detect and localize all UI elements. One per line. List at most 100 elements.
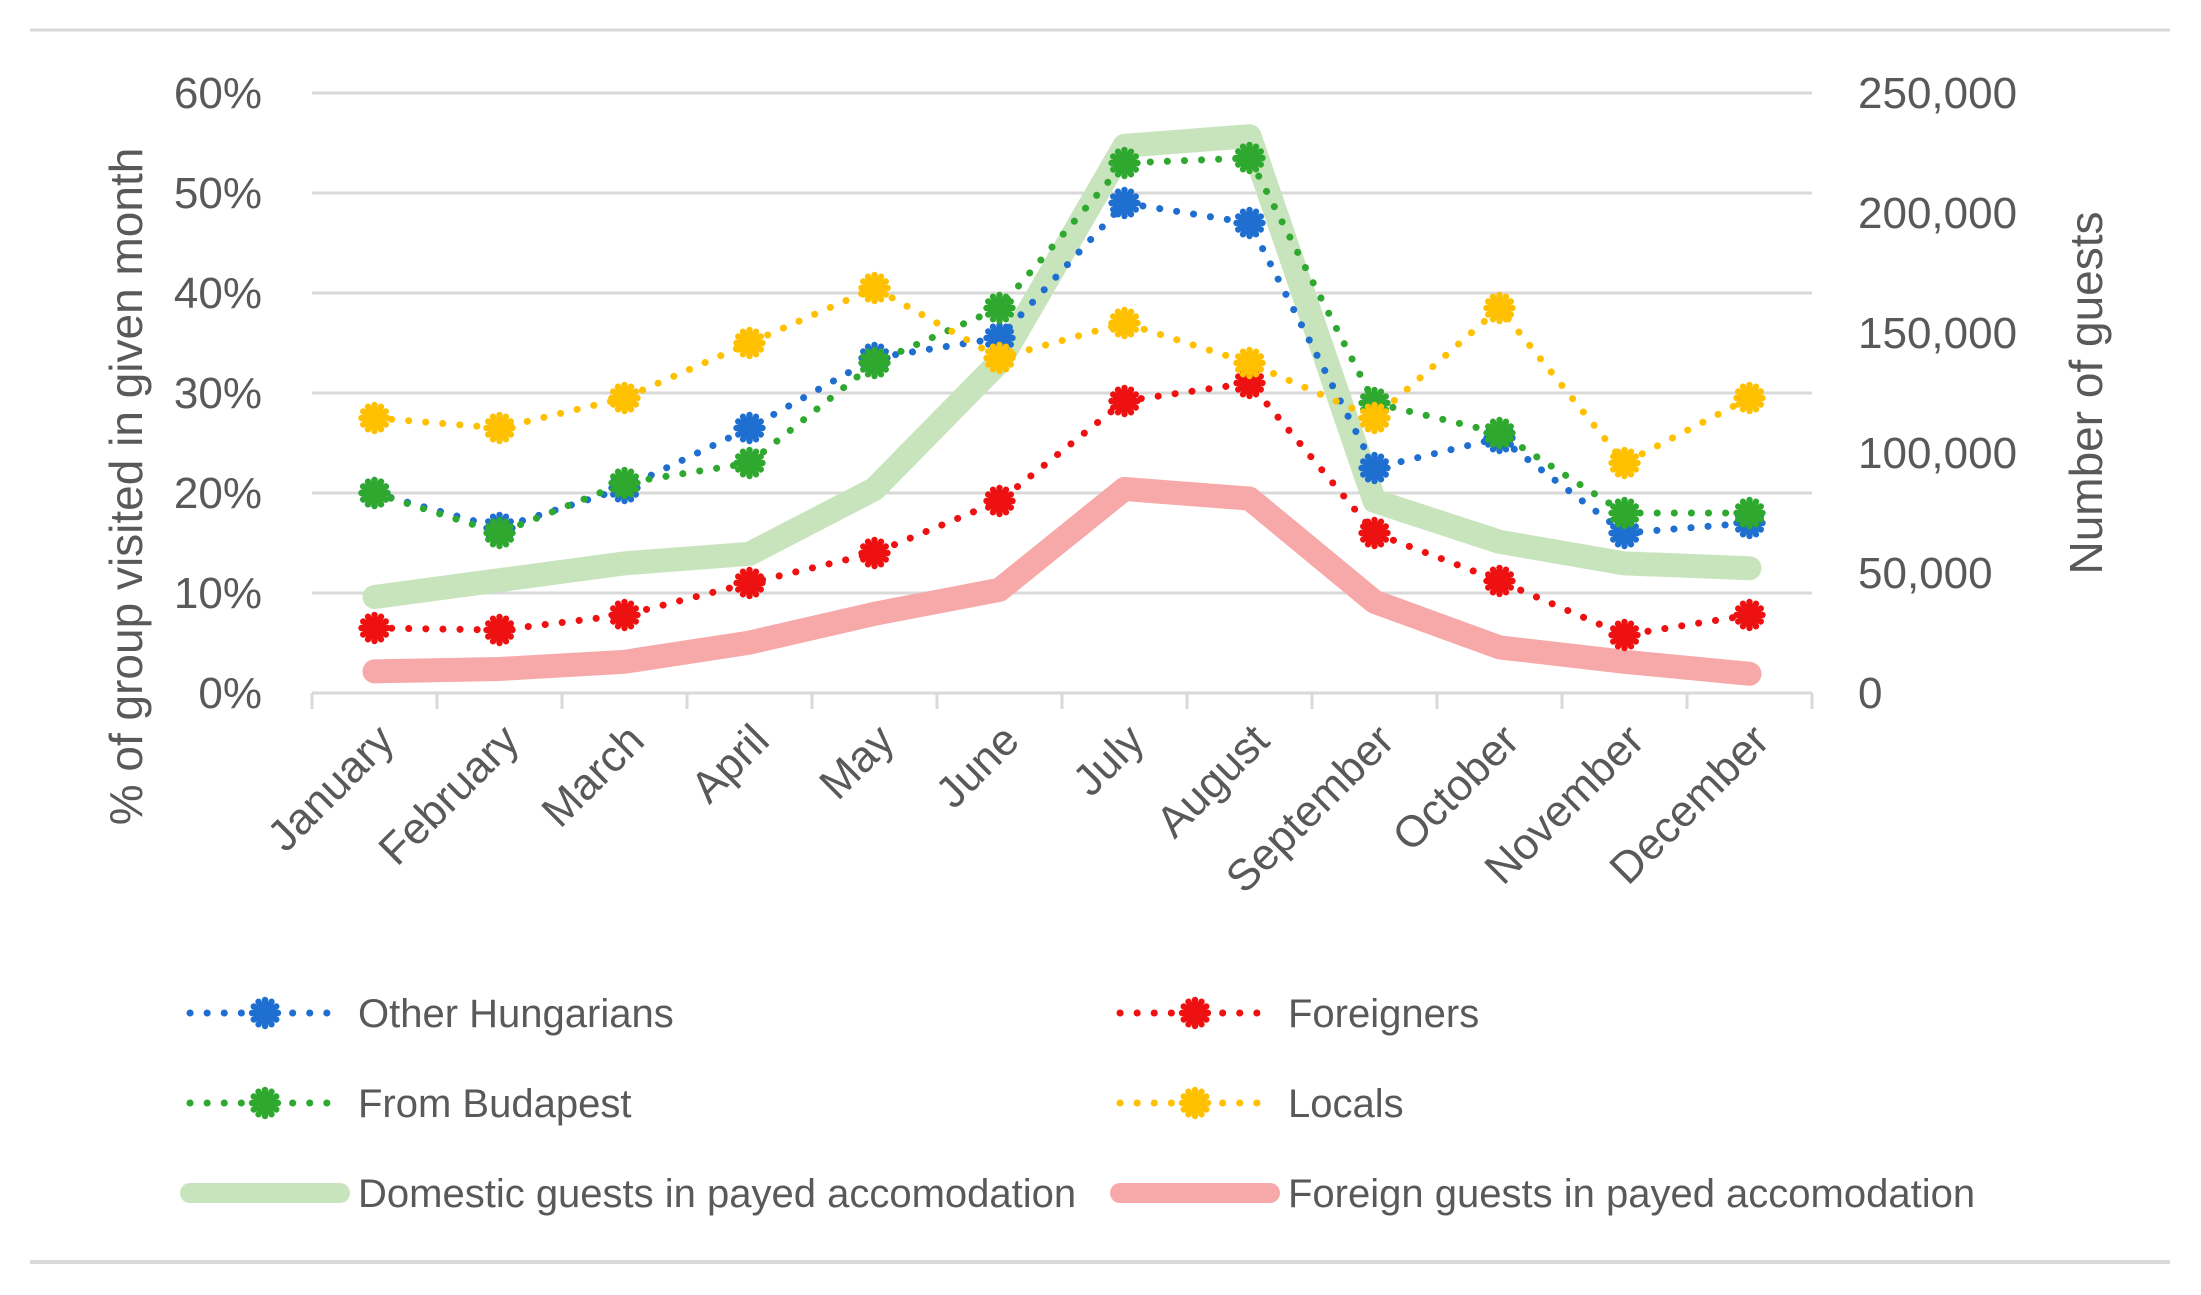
marker-bump (502, 615, 510, 622)
marker-bump (1621, 446, 1628, 454)
marker-body (737, 331, 762, 355)
marker-bump (371, 637, 378, 645)
marker-bump (273, 1106, 280, 1113)
marker-bump (864, 273, 872, 280)
marker-bump (1364, 541, 1372, 548)
marker-bump (502, 518, 510, 525)
marker-bump (1007, 361, 1014, 368)
marker-bump (733, 579, 740, 587)
marker-bump (1203, 1106, 1210, 1113)
marker-bump (1371, 451, 1378, 459)
legend-entry: Other Hungarians (186, 992, 674, 1036)
marker-bump (632, 486, 639, 493)
marker-bump (735, 573, 742, 580)
marker-bump (507, 431, 514, 438)
marker-bump (360, 496, 367, 503)
marker-bump (1239, 391, 1247, 398)
marker-bump (735, 453, 742, 460)
data-point (608, 381, 641, 415)
marker-bump (1364, 518, 1372, 525)
marker-bump (860, 291, 867, 298)
marker-bump (1204, 1009, 1212, 1017)
marker-bump (1757, 618, 1764, 625)
marker-bump (1132, 193, 1139, 200)
marker-bump (1382, 536, 1389, 543)
legend-label: Foreigners (1288, 992, 1479, 1036)
marker-bump (1634, 631, 1641, 639)
marker-bump (614, 491, 622, 498)
marker-bump (485, 633, 492, 640)
marker-bump (1246, 392, 1253, 400)
data-point (358, 476, 391, 510)
marker-bump (1752, 623, 1760, 630)
marker-bump (621, 466, 628, 474)
marker-bump (1384, 399, 1391, 407)
marker-bump (877, 561, 885, 568)
marker-bump (882, 543, 889, 550)
marker-bump (1002, 366, 1010, 373)
marker-bump (757, 346, 764, 353)
marker-bump (1382, 458, 1389, 465)
marker-bump (1485, 441, 1492, 448)
marker-bump (1257, 161, 1264, 168)
marker-bump (274, 1099, 282, 1107)
marker-bump (989, 509, 997, 516)
marker-bump (377, 403, 385, 410)
marker-body (1487, 296, 1512, 320)
marker-bump (1632, 503, 1639, 510)
marker-bump (871, 562, 878, 570)
marker-bump (1121, 384, 1128, 392)
marker-bump (871, 297, 878, 305)
marker-bump (1233, 379, 1240, 387)
marker-bump (1121, 410, 1128, 418)
marker-bump (860, 366, 867, 373)
y2-tick-label: 50,000 (1858, 549, 1993, 598)
marker-bump (1382, 408, 1389, 415)
marker-bump (371, 427, 378, 435)
marker-bump (1110, 193, 1117, 200)
y2-tick-label: 100,000 (1858, 429, 2017, 478)
marker-bump (1610, 536, 1617, 543)
marker-bump (1507, 571, 1514, 578)
marker-bump (1110, 153, 1117, 160)
marker-bump (483, 529, 490, 537)
marker-bump (1632, 523, 1639, 530)
marker-bump (752, 568, 760, 575)
marker-body (1487, 421, 1512, 445)
marker-body (362, 616, 387, 640)
marker-bump (1007, 311, 1014, 318)
marker-bump (634, 479, 641, 487)
marker-bump (1485, 571, 1492, 578)
marker-bump (983, 304, 990, 312)
marker-bump (1752, 600, 1760, 607)
marker-body (1183, 1001, 1207, 1025)
marker-bump (746, 437, 753, 445)
marker-bump (739, 471, 747, 478)
marker-bump (989, 366, 997, 373)
marker-bump (757, 586, 764, 593)
marker-bump (1252, 143, 1260, 150)
marker-bump (746, 326, 753, 334)
marker-bump (860, 278, 867, 285)
marker-bump (1610, 466, 1617, 473)
marker-bump (1364, 426, 1372, 433)
marker-bump (384, 489, 391, 497)
data-point (1608, 446, 1641, 480)
data-point (358, 611, 391, 645)
marker-bump (1203, 1016, 1210, 1023)
marker-bump (1507, 298, 1514, 305)
legend-entry: From Budapest (186, 1082, 631, 1126)
marker-bump (985, 328, 992, 335)
marker-bump (1627, 620, 1635, 627)
marker-bump (1127, 386, 1135, 393)
marker-bump (864, 371, 872, 378)
marker-bump (621, 492, 628, 500)
marker-bump (1739, 623, 1747, 630)
marker-bump (757, 333, 764, 340)
marker-body (1112, 311, 1137, 335)
marker-bump (1733, 611, 1740, 619)
marker-bump (1110, 326, 1117, 333)
marker-bump (1739, 406, 1747, 413)
marker-bump (1180, 1003, 1187, 1010)
